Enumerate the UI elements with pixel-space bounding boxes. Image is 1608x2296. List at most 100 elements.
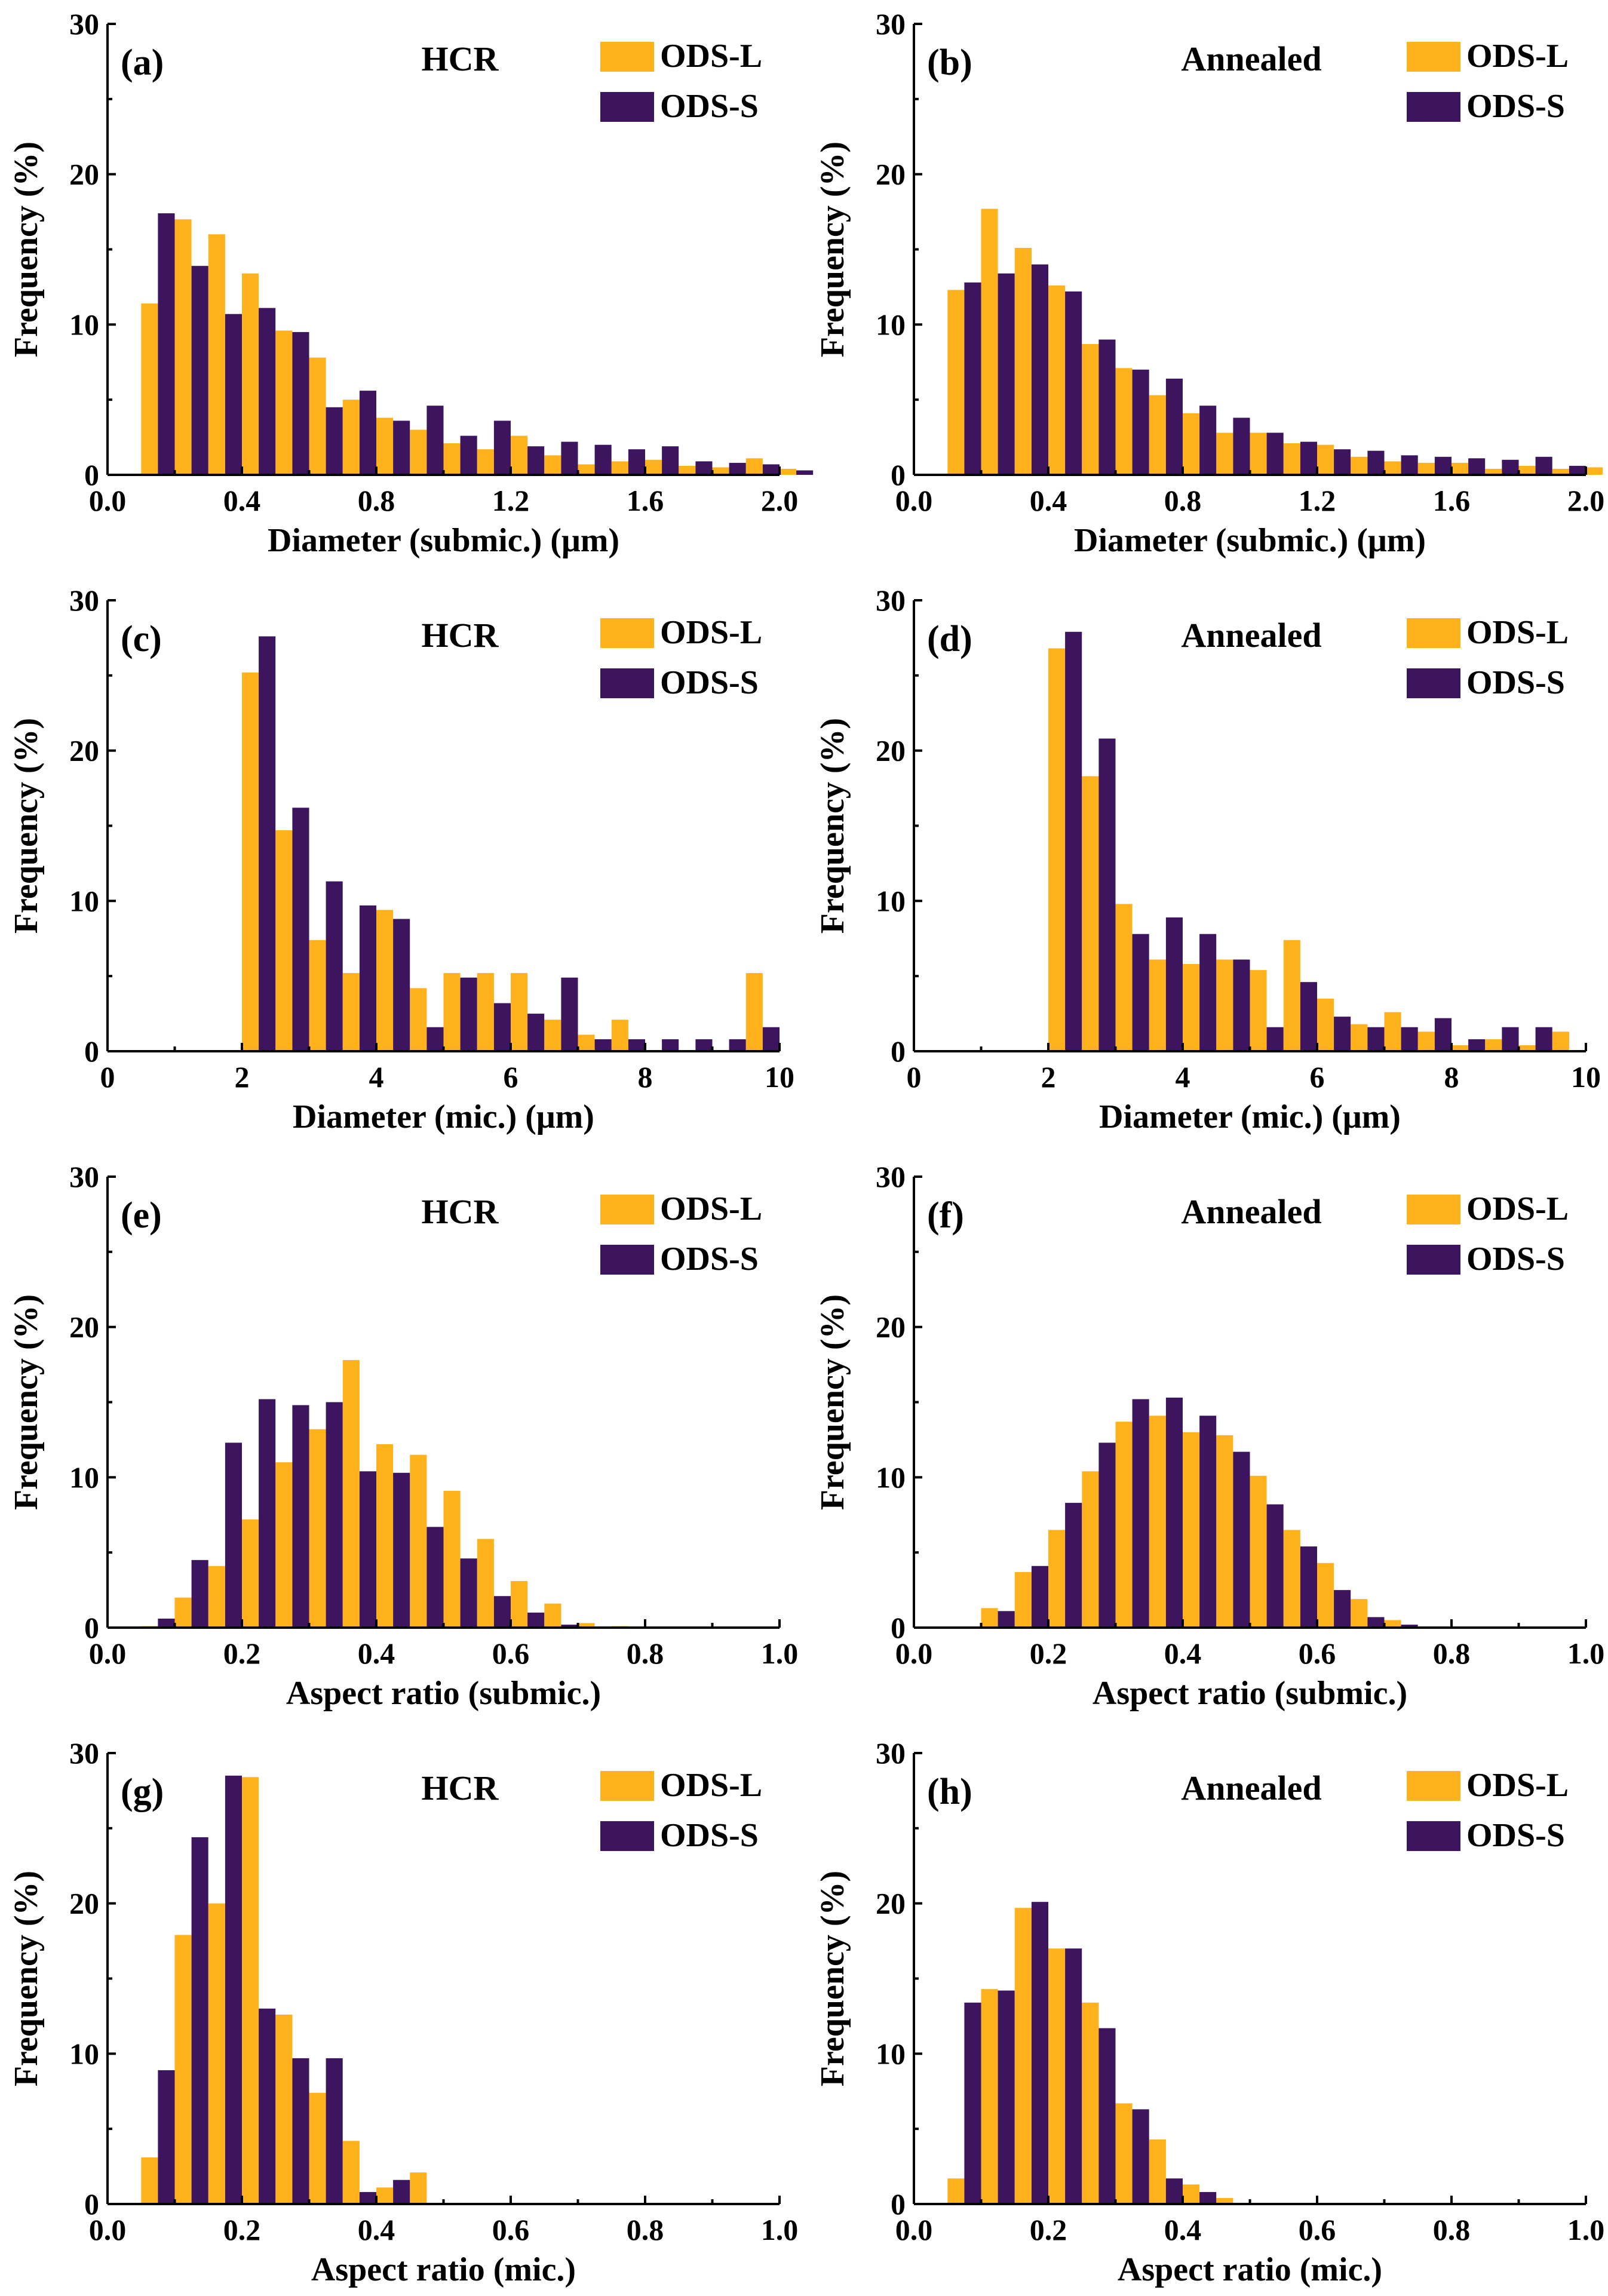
bar-ods-s-4 (1098, 2028, 1116, 2204)
bar-ods-l-5 (309, 2092, 326, 2204)
legend: ODS-L ODS-S (600, 614, 762, 701)
x-tick-label: 2 (1041, 1060, 1056, 1094)
x-tick-label: 0.2 (223, 2213, 261, 2246)
bar-ods-l-6 (1183, 1432, 1200, 1628)
bar-ods-s-2 (1065, 1503, 1082, 1628)
y-tick-label: 30 (876, 7, 906, 41)
bar-ods-s-3 (1065, 1948, 1082, 2204)
series-ods-l (141, 1360, 628, 1628)
bar-ods-s-16 (695, 461, 713, 475)
legend-swatch-ods-s (600, 92, 654, 122)
y-tick-label: 0 (891, 1035, 906, 1068)
bar-ods-s-8 (426, 1527, 444, 1628)
bar-ods-l-4 (275, 2014, 293, 2204)
condition-label: Annealed (1181, 39, 1321, 78)
bar-ods-l-2 (208, 1903, 225, 2204)
bar-ods-l-12 (544, 455, 561, 475)
bar-ods-l-3 (242, 1777, 259, 2204)
condition-label: Annealed (1181, 1192, 1321, 1231)
bar-ods-s-19 (796, 470, 814, 475)
bar-ods-s-1 (998, 1990, 1015, 2204)
y-tick-label: 30 (69, 1736, 99, 1770)
bar-ods-l-12 (1452, 1045, 1469, 1051)
bar-ods-l-11 (1351, 1599, 1368, 1628)
legend-label-ods-s: ODS-S (1466, 664, 1565, 701)
bar-ods-l-15 (1452, 462, 1469, 475)
condition-label: HCR (422, 1192, 499, 1231)
legend-label-ods-s: ODS-S (1466, 1241, 1565, 1278)
bar-ods-s-17 (729, 462, 746, 475)
x-tick-label: 4 (1176, 1060, 1190, 1094)
bar-ods-s-5 (1132, 369, 1149, 475)
y-tick-label: 10 (69, 308, 99, 341)
bar-ods-s-12 (1468, 1039, 1486, 1051)
legend-label-ods-s: ODS-S (1466, 88, 1565, 125)
bar-ods-l-10 (1317, 1563, 1334, 1628)
legend-label-ods-s: ODS-S (1466, 1817, 1565, 1854)
series-ods-s (1065, 631, 1552, 1051)
bar-ods-s-9 (1266, 432, 1284, 475)
bar-ods-l-5 (1115, 2103, 1133, 2204)
bar-ods-s-5 (326, 407, 343, 475)
bar-ods-l-15 (1552, 1032, 1569, 1051)
y-tick-label: 0 (891, 458, 906, 492)
bar-ods-s-9 (561, 977, 578, 1051)
bar-ods-l-11 (611, 1020, 628, 1051)
bar-ods-l-4 (1115, 1422, 1133, 1628)
y-tick-label: 0 (891, 2187, 906, 2221)
bar-ods-l-8 (410, 429, 427, 475)
bar-ods-l-0 (141, 2157, 158, 2204)
bar-ods-s-13 (1401, 455, 1418, 475)
bar-ods-s-12 (662, 1039, 679, 1051)
x-tick-label: 0.0 (89, 484, 127, 517)
bar-ods-s-7 (1300, 982, 1317, 1051)
bar-ods-l-7 (376, 1444, 394, 1628)
x-tick-label: 0.8 (1164, 484, 1202, 517)
bar-ods-l-1 (174, 1597, 192, 1628)
x-tick-label: 2 (235, 1060, 250, 1094)
bar-ods-s-11 (527, 446, 545, 475)
bar-ods-s-1 (191, 266, 208, 475)
bar-ods-l-2 (208, 234, 225, 475)
bar-ods-l-1 (174, 219, 192, 475)
bar-ods-l-2 (1115, 904, 1133, 1051)
bar-ods-l-10 (1283, 443, 1300, 475)
bar-ods-l-19 (780, 468, 797, 475)
series-ods-l (141, 219, 797, 475)
x-tick-label: 6 (504, 1060, 518, 1094)
y-tick-label: 10 (69, 1460, 99, 1494)
legend: ODS-L ODS-S (600, 1190, 762, 1278)
legend-swatch-ods-l (1407, 1771, 1460, 1801)
bar-ods-s-11 (1367, 1617, 1385, 1628)
x-tick-label: 10 (1571, 1060, 1601, 1094)
bar-ods-s-7 (1233, 1451, 1250, 1628)
x-tick-label: 1.0 (1567, 1637, 1605, 1670)
legend: ODS-L ODS-S (600, 38, 762, 125)
panel-g: 0.0 0.2 0.4 0.6 0.8 1.0 0 10 20 30 Aspect ratio (m… (8, 1736, 798, 2288)
legend-label-ods-s: ODS-S (660, 1817, 759, 1854)
bar-ods-s-2 (1031, 1902, 1048, 2204)
bar-ods-s-5 (1132, 2109, 1149, 2204)
bar-ods-s-3 (1098, 1442, 1116, 1628)
legend: ODS-L ODS-S (600, 1767, 762, 1854)
bar-ods-s-2 (225, 1775, 242, 2205)
x-tick-label: 0.8 (627, 1637, 664, 1670)
legend: ODS-L ODS-S (1407, 1190, 1569, 1278)
x-tick-label: 6 (1310, 1060, 1325, 1094)
x-tick-label: 0.0 (89, 2213, 127, 2246)
legend: ODS-L ODS-S (1407, 38, 1569, 125)
x-tick-label: 0.2 (1030, 2213, 1067, 2246)
bar-ods-l-13 (578, 464, 595, 475)
bar-ods-s-5 (326, 1402, 343, 1628)
legend-label-ods-l: ODS-L (660, 1767, 762, 1804)
x-tick-label: 0 (907, 1060, 922, 1094)
series-ods-s (158, 213, 814, 475)
x-axis-label: Diameter (mic.) (μm) (293, 1098, 594, 1135)
bar-ods-l-1 (981, 1989, 998, 2204)
y-tick-label: 20 (69, 734, 99, 768)
y-tick-label: 30 (69, 1160, 99, 1193)
legend-swatch-ods-s (600, 668, 654, 698)
bar-ods-l-1 (174, 1935, 192, 2204)
panel-e: 0.0 0.2 0.4 0.6 0.8 1.0 0 10 20 30 Aspect ratio (s… (8, 1160, 798, 1712)
y-tick-label: 10 (876, 2037, 906, 2070)
